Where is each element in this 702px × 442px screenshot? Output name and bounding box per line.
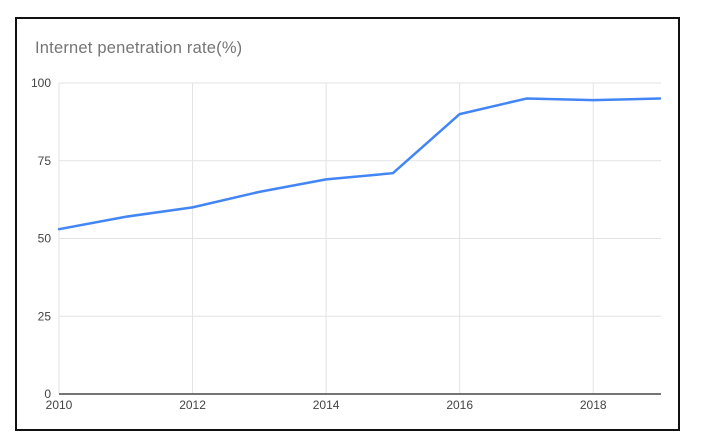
x-tick-label-2014: 2014 xyxy=(313,398,340,412)
y-tick-label-50: 50 xyxy=(38,232,52,246)
x-tick-label-2018: 2018 xyxy=(580,398,607,412)
chart-frame xyxy=(15,17,680,431)
y-tick-label-75: 75 xyxy=(38,154,52,168)
y-tick-label-25: 25 xyxy=(38,309,52,323)
series-line-0 xyxy=(57,97,662,231)
y-tick-label-0: 0 xyxy=(44,387,51,401)
y-tick-label-100: 100 xyxy=(31,76,51,90)
x-tick-label-2016: 2016 xyxy=(446,398,473,412)
x-tick-label-2010: 2010 xyxy=(46,398,73,412)
x-tick-label-2012: 2012 xyxy=(179,398,206,412)
chart-title: Internet penetration rate(%) xyxy=(35,39,243,57)
